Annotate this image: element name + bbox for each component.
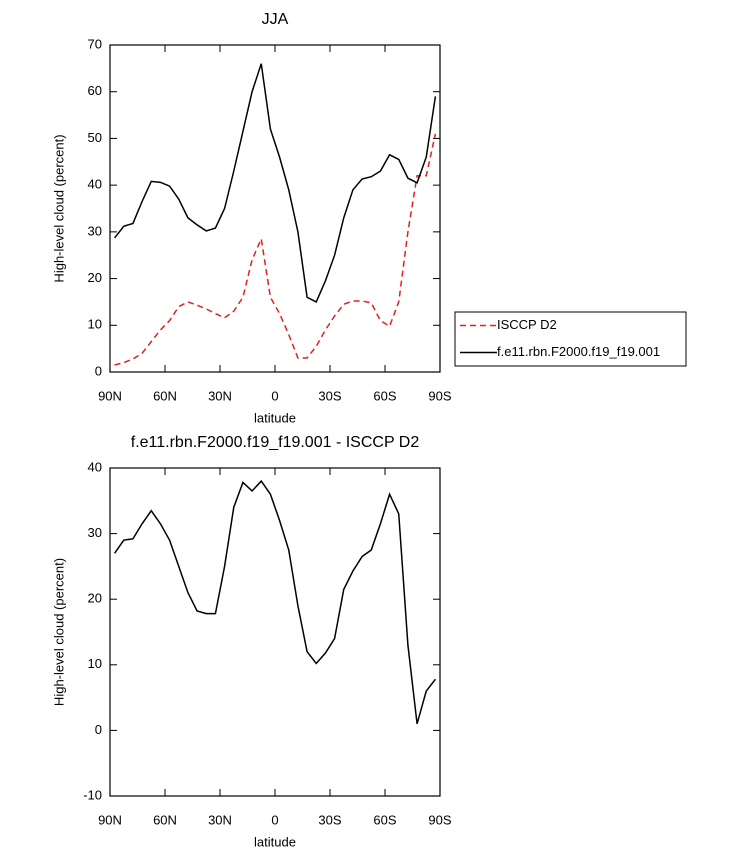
y-tick-label: 30 [88, 525, 102, 540]
chart-title: JJA [262, 11, 289, 28]
y-tick-label: 10 [88, 317, 102, 332]
x-axis-label: latitude [254, 410, 296, 425]
y-tick-label: 70 [88, 36, 102, 51]
x-tick-label: 30S [318, 388, 341, 403]
x-tick-label: 60S [373, 388, 396, 403]
y-tick-label: 40 [88, 459, 102, 474]
x-tick-label: 60N [153, 812, 177, 827]
y-tick-label: 20 [88, 270, 102, 285]
y-tick-label: 0 [95, 722, 102, 737]
y-tick-label: 10 [88, 656, 102, 671]
x-tick-label: 30N [208, 388, 232, 403]
x-tick-label: 30N [208, 812, 232, 827]
y-tick-label: 0 [95, 363, 102, 378]
plot-frame [109, 467, 441, 797]
y-axis-label: High-level cloud (percent) [51, 134, 66, 282]
x-tick-label: 0 [271, 812, 278, 827]
y-tick-label: 50 [88, 130, 102, 145]
data-line [113, 479, 437, 725]
y-tick-label: 30 [88, 223, 102, 238]
data-line [114, 133, 437, 366]
data-line [113, 63, 437, 303]
x-tick-label: 90N [98, 388, 122, 403]
legend-label: f.e11.rbn.F2000.f19_f19.001 [497, 344, 660, 359]
legend-label: ISCCP D2 [497, 317, 557, 332]
y-axis-label: High-level cloud (percent) [51, 558, 66, 706]
y-tick-label: 20 [88, 591, 102, 606]
legend-box [454, 311, 687, 367]
x-tick-label: 60S [373, 812, 396, 827]
x-tick-label: 0 [271, 388, 278, 403]
y-tick-label: 60 [88, 83, 102, 98]
y-tick-label: 40 [88, 177, 102, 192]
x-tick-label: 90S [428, 812, 451, 827]
x-tick-label: 30S [318, 812, 341, 827]
chart-title: f.e11.rbn.F2000.f19_f19.001 - ISCCP D2 [131, 434, 420, 451]
y-tick-label: -10 [83, 787, 102, 802]
x-tick-label: 60N [153, 388, 177, 403]
x-tick-label: 90S [428, 388, 451, 403]
x-axis-label: latitude [254, 834, 296, 849]
x-tick-label: 90N [98, 812, 122, 827]
